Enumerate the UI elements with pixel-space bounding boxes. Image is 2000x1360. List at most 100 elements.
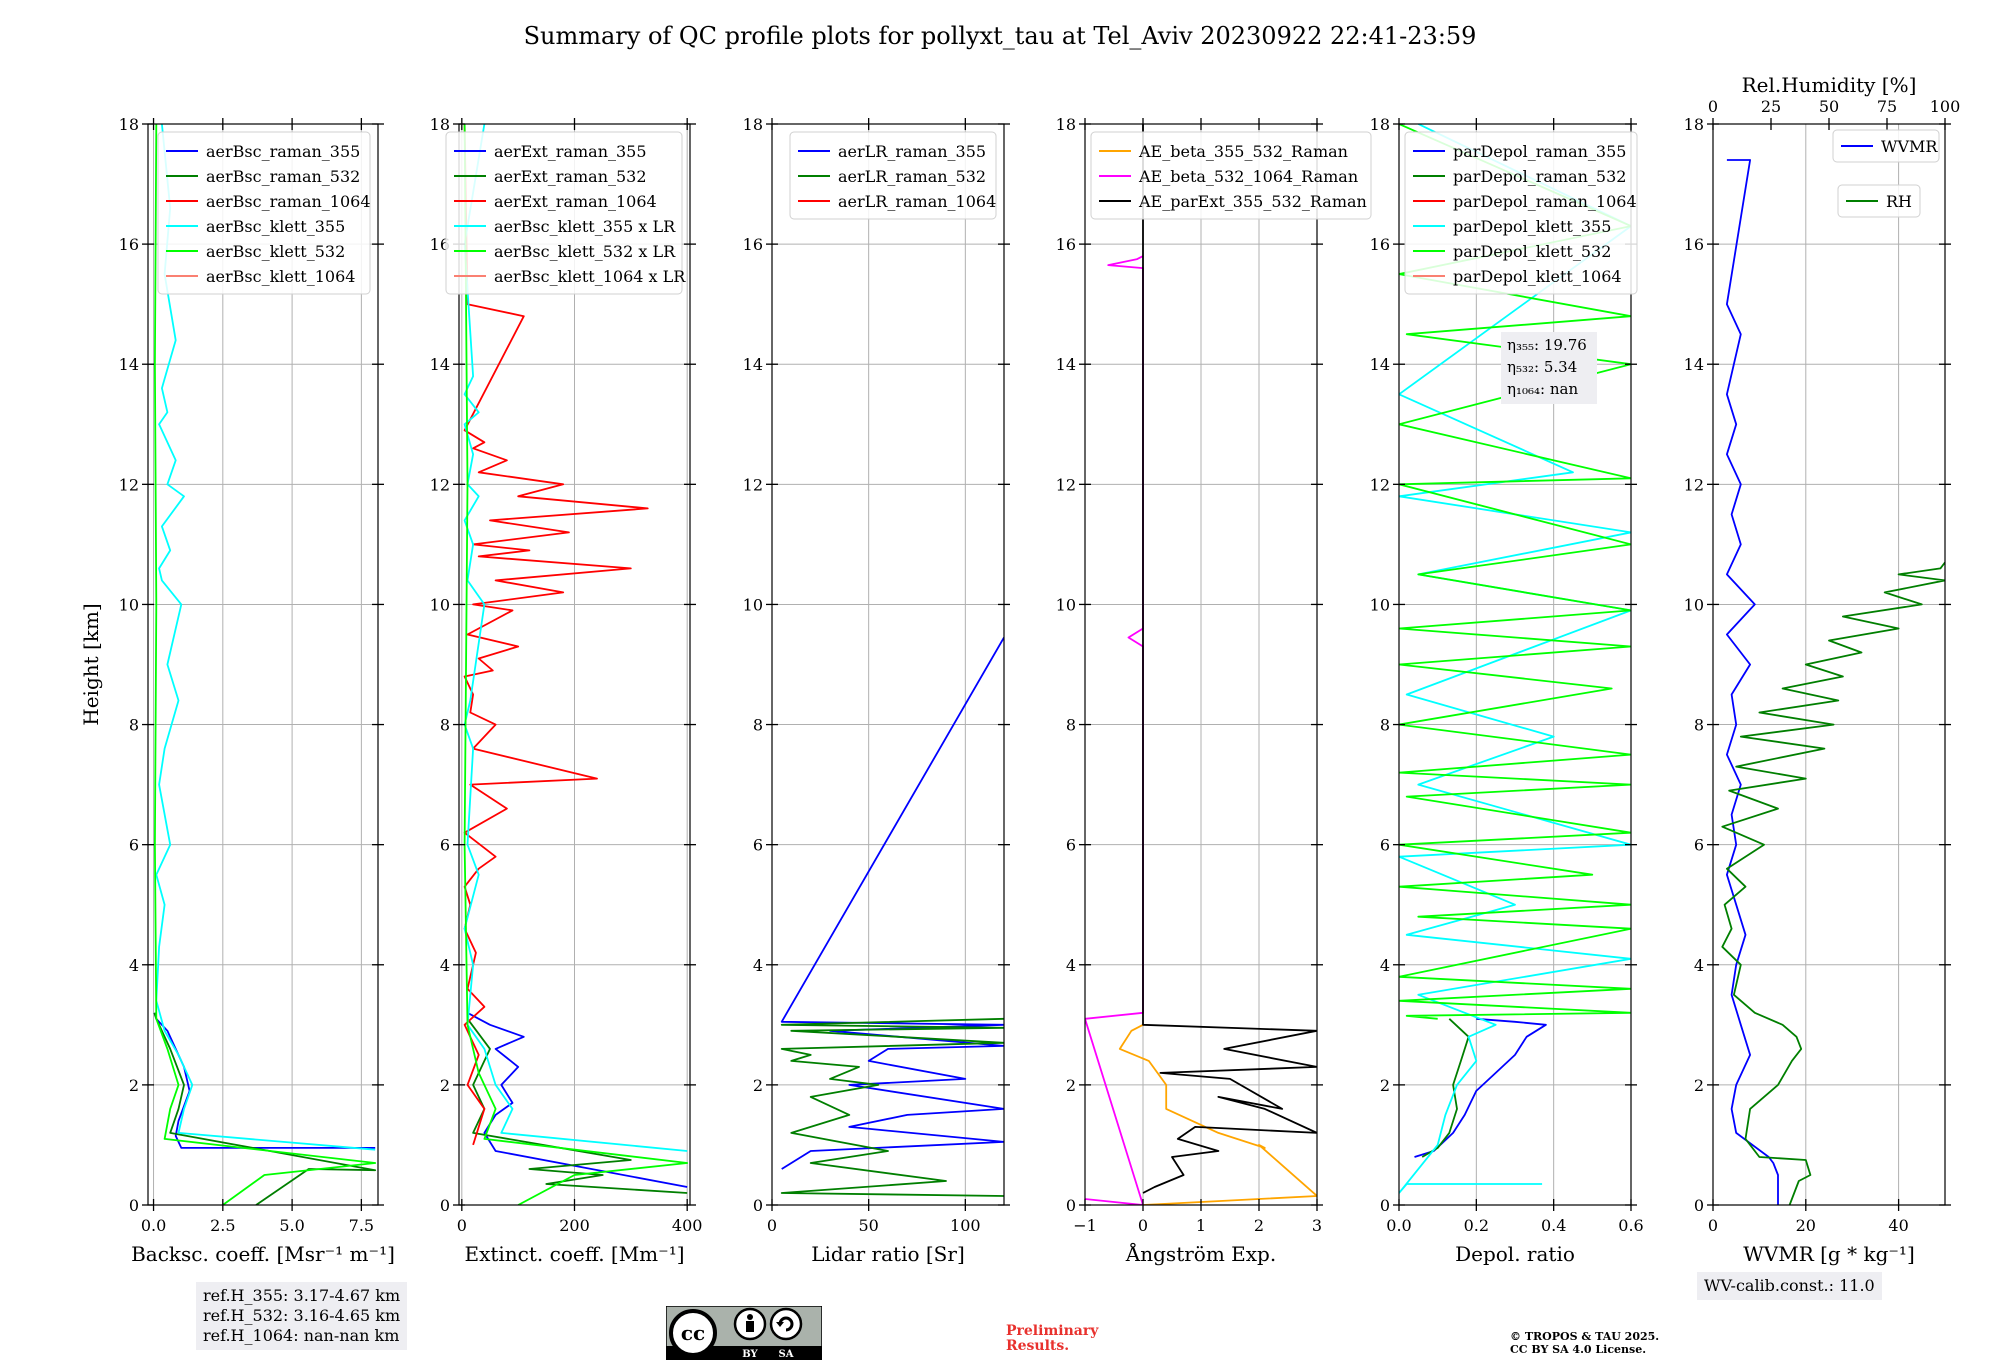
- y-tick-label: 2: [1380, 1076, 1390, 1095]
- y-tick-label: 6: [1380, 836, 1390, 855]
- x-tick-label: 2: [1254, 1216, 1264, 1235]
- x-tick-label: 2.5: [210, 1216, 235, 1235]
- legend-label: RH: [1886, 192, 1912, 211]
- legend: aerLR_raman_355 aerLR_raman_532 aerLR_rama…: [789, 131, 997, 220]
- series-group: [463, 124, 689, 1205]
- annotation-line: η₁₀₆₄: nan: [1507, 380, 1578, 398]
- series-ae-parext-355-532-raman: [1142, 124, 1317, 1194]
- y-tick-label: 10: [119, 595, 139, 614]
- y-tick-label: 4: [753, 956, 763, 975]
- y-tick-label: 4: [129, 956, 139, 975]
- preliminary-line-1: Preliminary: [1006, 1323, 1099, 1339]
- legend-label: parDepol_raman_1064: [1453, 192, 1637, 211]
- y-tick-label: 12: [1684, 475, 1704, 494]
- y-tick-label: 10: [1684, 595, 1704, 614]
- x-axis-label: Depol. ratio: [1455, 1242, 1575, 1266]
- figure-title: Summary of QC profile plots for pollyxt_…: [523, 22, 1477, 50]
- y-tick-label: 2: [129, 1076, 139, 1095]
- preliminary-results-note: Preliminary Results.: [1006, 1324, 1098, 1354]
- x-tick-label: 100: [950, 1216, 981, 1235]
- y-tick-label: 8: [1066, 716, 1076, 735]
- y-tick-label: 6: [129, 836, 139, 855]
- x-tick-label: 20: [1796, 1216, 1816, 1235]
- y-tick-label: 16: [1056, 235, 1076, 254]
- y-tick-label: 2: [1066, 1076, 1076, 1095]
- y-tick-label: 4: [1066, 956, 1076, 975]
- y-tick-label: 12: [1370, 475, 1390, 494]
- series-aerext-raman-355: [467, 1012, 688, 1188]
- legend-label: parDepol_klett_532: [1453, 242, 1611, 261]
- legend-label: parDepol_raman_355: [1453, 142, 1626, 161]
- y-tick-label: 16: [1684, 235, 1704, 254]
- legend-frame: [789, 131, 997, 220]
- panel-depol: 0 2 4 6 8 10 12 14 16 18 0.0 0.2 0.4 0.6 Depol. ratio p…: [1370, 115, 1644, 1266]
- legend-label: aerBsc_klett_355: [206, 217, 345, 236]
- x-tick-label: 0: [1138, 1216, 1148, 1235]
- x2-axis-label: Rel.Humidity [%]: [1742, 73, 1917, 97]
- axes-frame: [771, 123, 1005, 1206]
- legend-box-wvmr: WVMR: [1832, 129, 1940, 163]
- y-tick-label: 10: [1370, 595, 1390, 614]
- y-tick-label: 2: [440, 1076, 450, 1095]
- axes-frame: [1398, 123, 1632, 1206]
- legend: aerBsc_raman_355 aerBsc_raman_532 aerBsc_r…: [157, 131, 371, 295]
- y-tick-label: 18: [1370, 115, 1390, 134]
- refh-1064-text: ref.H_1064: nan-nan km: [203, 1326, 400, 1345]
- legend-label: aerBsc_klett_355 x LR: [494, 217, 676, 236]
- y-tick-label: 16: [1370, 235, 1390, 254]
- legend-label: aerExt_raman_532: [494, 167, 647, 186]
- x-tick-label: 0.0: [1386, 1216, 1411, 1235]
- y-tick-label: 14: [1056, 355, 1076, 374]
- x-tick-label: 400: [672, 1216, 703, 1235]
- legend-label: aerBsc_raman_355: [206, 142, 360, 161]
- x-tick-label: 0.4: [1541, 1216, 1566, 1235]
- series-aerbsc-raman-532: [153, 1012, 377, 1205]
- legend-label: aerLR_raman_532: [838, 167, 986, 186]
- refh-355-text: ref.H_355: 3.17-4.67 km: [203, 1286, 401, 1305]
- y-tick-label: 16: [119, 235, 139, 254]
- cc-icon: [669, 1309, 717, 1357]
- legend-frame: [1837, 184, 1921, 218]
- cc-by-sa-license-badge: cc BY SA: [666, 1306, 822, 1360]
- x2-tick-label: 75: [1877, 97, 1897, 116]
- copyright-note: © TROPOS & TAU 2025. CC BY SA 4.0 Licens…: [1510, 1330, 1659, 1356]
- series-aerlr-raman-532: [780, 1017, 1004, 1197]
- y-tick-label: 10: [1056, 595, 1076, 614]
- svg-text:BY: BY: [742, 1349, 758, 1360]
- y-tick-label: 6: [1066, 836, 1076, 855]
- y-tick-label: 18: [743, 115, 763, 134]
- y-tick-label: 14: [1684, 355, 1704, 374]
- annotation-line: η₅₃₂: 5.34: [1507, 358, 1577, 376]
- y-tick-label: 8: [1380, 716, 1390, 735]
- x2-tick-label: 0: [1708, 97, 1718, 116]
- legend-label: parDepol_raman_532: [1453, 167, 1626, 186]
- series-wvmr: [1726, 159, 1779, 1205]
- series-group: [780, 637, 1004, 1197]
- y-tick-label: 0: [753, 1196, 763, 1215]
- eta-annotation: η₃₅₅: 19.76 η₅₃₂: 5.34 η₁₀₆₄: nan: [1501, 332, 1597, 404]
- y-tick-label: 0: [1694, 1196, 1704, 1215]
- y-axis-label: Height [km]: [79, 603, 103, 725]
- x-tick-label: 1: [1196, 1216, 1206, 1235]
- copyright-line-2: CC BY SA 4.0 License.: [1510, 1343, 1647, 1356]
- legend-label: aerBsc_raman_532: [206, 167, 360, 186]
- series-aerbsc-raman-355: [153, 1012, 376, 1149]
- legend-frame: [1832, 129, 1940, 163]
- x-axis-label: Backsc. coeff. [Msr⁻¹ m⁻¹]: [131, 1242, 395, 1266]
- x-tick-label: 50: [858, 1216, 878, 1235]
- y-tick-label: 2: [1694, 1076, 1704, 1095]
- x2-tick-label: 50: [1819, 97, 1839, 116]
- axes-frame: [1712, 123, 1946, 1206]
- preliminary-line-2: Results.: [1006, 1338, 1070, 1354]
- y-tick-label: 8: [753, 716, 763, 735]
- x-tick-label: 0: [1708, 1216, 1718, 1235]
- annotation-line: η₃₅₅: 19.76: [1507, 336, 1587, 354]
- x2-tick-label: 100: [1930, 97, 1961, 116]
- x-axis-label: WVMR [g * kg⁻¹]: [1743, 1242, 1915, 1266]
- y-tick-label: 18: [430, 115, 450, 134]
- legend-label: AE_beta_355_532_Raman: [1138, 142, 1348, 161]
- x-axis-label: Ångström Exp.: [1125, 1241, 1276, 1266]
- series-aerlr-raman-355: [780, 637, 1004, 1170]
